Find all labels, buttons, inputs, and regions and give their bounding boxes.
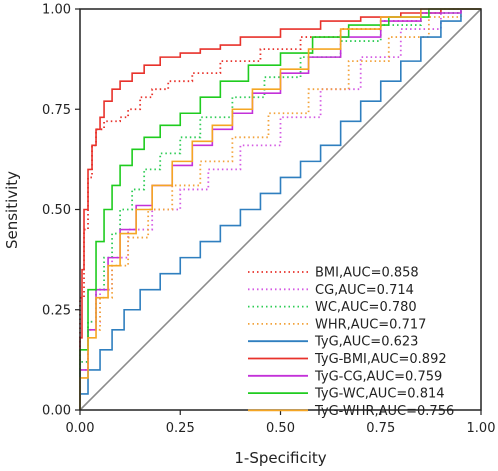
x-tick-label: 0.50	[266, 421, 295, 436]
x-tick-label: 0.25	[166, 421, 195, 436]
legend-label: TyG,AUC=0.623	[314, 335, 418, 350]
roc-curve-8	[79, 8, 481, 410]
axes: 0.00 0.25 0.50 0.75 1.00 0.00 0.25 0.50 0.75 1.00	[42, 3, 495, 437]
legend-label: WC,AUC=0.780	[315, 300, 417, 315]
legend-label: WHR,AUC=0.717	[315, 317, 426, 332]
legend-label: TyG-WC,AUC=0.814	[314, 387, 445, 402]
y-tick-label: 0.00	[42, 404, 71, 419]
roc-curve-5	[79, 8, 481, 410]
x-tick-label: 0.75	[366, 421, 395, 436]
y-tick-label: 0.50	[42, 203, 71, 218]
x-axis-title: 1-Specificity	[234, 449, 326, 467]
roc-curve-9	[79, 8, 481, 410]
legend-label: TyG-CG,AUC=0.759	[314, 369, 442, 384]
roc-curve-6	[79, 8, 481, 410]
plot-area	[79, 8, 482, 411]
y-axis-title: Sensitivity	[3, 171, 21, 249]
legend-label: CG,AUC=0.714	[315, 283, 414, 298]
legend: BMI,AUC=0.858 CG,AUC=0.714 WC,AUC=0.780 WHR…	[248, 266, 454, 419]
y-tick-label: 0.75	[42, 103, 71, 118]
legend-label: BMI,AUC=0.858	[315, 266, 419, 281]
y-tick-label: 1.00	[42, 3, 71, 18]
legend-label: TyG-BMI,AUC=0.892	[314, 352, 447, 367]
y-tick-label: 0.25	[42, 303, 71, 318]
x-tick-label: 0.00	[66, 421, 95, 436]
x-tick-label: 1.00	[467, 421, 496, 436]
reference-diagonal	[79, 8, 482, 411]
legend-label: TyG-WHR,AUC=0.756	[314, 404, 454, 419]
